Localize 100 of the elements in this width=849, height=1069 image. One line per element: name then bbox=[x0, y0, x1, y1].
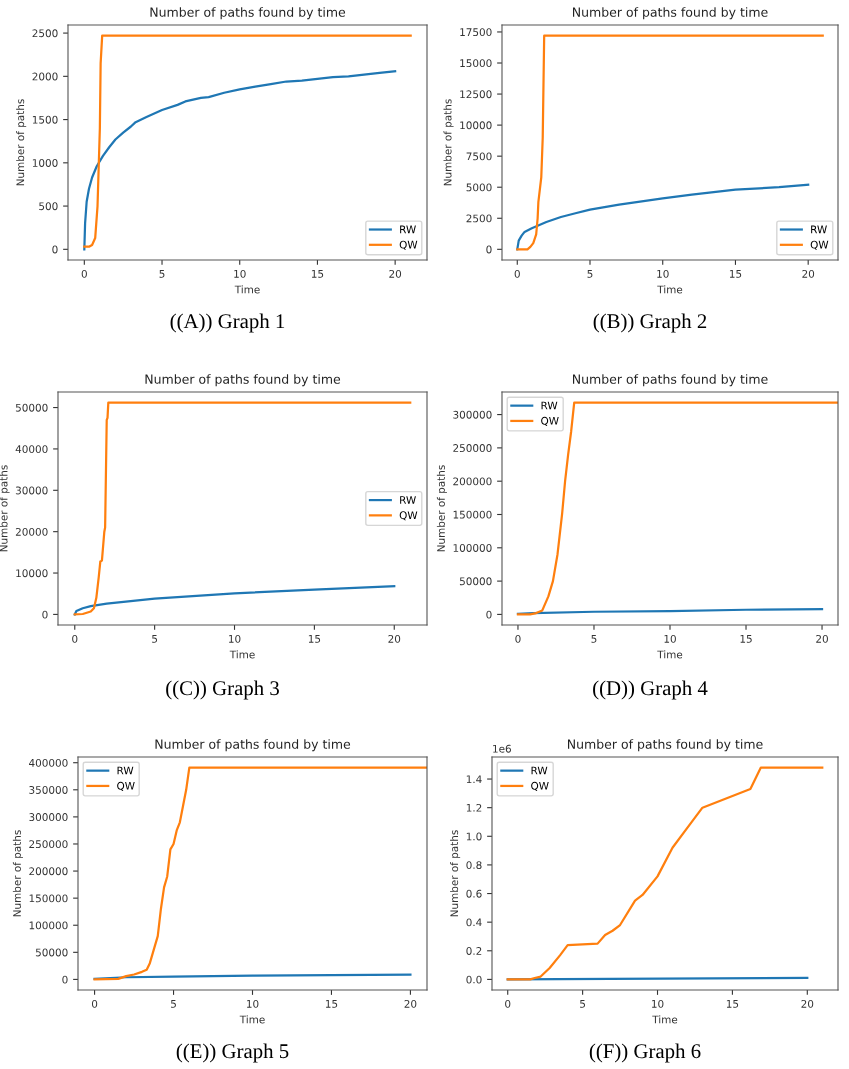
y-tick-label: 0.8 bbox=[466, 861, 482, 870]
x-tick-label: 10 bbox=[247, 999, 259, 1008]
y-axis-title: Number of paths bbox=[16, 99, 27, 186]
chart-title: Number of paths found by time bbox=[145, 374, 341, 387]
y-tick-label: 0 bbox=[486, 610, 492, 619]
x-axis-title: Time bbox=[229, 650, 255, 659]
y-tick-label: 30000 bbox=[15, 486, 48, 495]
x-tick-label: 15 bbox=[726, 1000, 739, 1008]
x-tick-label: 15 bbox=[740, 635, 752, 643]
x-tick-label: 0 bbox=[72, 634, 78, 643]
y-tick-label: 0.2 bbox=[466, 947, 482, 955]
legend-label: QW bbox=[399, 240, 418, 250]
y-tick-label: 7500 bbox=[466, 152, 492, 161]
x-tick-label: 20 bbox=[816, 634, 828, 643]
x-tick-label: 5 bbox=[152, 635, 158, 643]
y-tick-label: 2000 bbox=[32, 72, 58, 81]
y-tick-label: 1000 bbox=[32, 159, 58, 167]
x-tick-label: 10 bbox=[652, 999, 664, 1008]
y-tick-label: 200000 bbox=[29, 867, 68, 876]
x-tick-label: 20 bbox=[389, 269, 402, 278]
line-series bbox=[506, 766, 824, 981]
x-tick-label: 15 bbox=[325, 1000, 338, 1008]
legend-label: RW bbox=[811, 225, 827, 234]
y-tick-label: 1500 bbox=[32, 115, 58, 124]
legend-label: QW bbox=[810, 240, 829, 250]
x-tick-label: 10 bbox=[229, 634, 241, 643]
line-series bbox=[516, 401, 838, 616]
y-tick-label: 250000 bbox=[453, 444, 492, 452]
y-tick-label: 300000 bbox=[29, 813, 68, 821]
chart-title: Number of paths found by time bbox=[568, 739, 763, 752]
x-tick-label: 10 bbox=[664, 634, 676, 643]
x-tick-label: 10 bbox=[234, 269, 246, 278]
legend-label: RW bbox=[400, 496, 416, 504]
line-series bbox=[516, 183, 810, 251]
y-tick-label: 2500 bbox=[32, 29, 58, 38]
legend-label: QW bbox=[399, 511, 418, 521]
x-tick-label: 0 bbox=[91, 999, 98, 1008]
line-series bbox=[73, 585, 396, 616]
x-axis-title: Time bbox=[239, 1015, 265, 1024]
x-tick-label: 20 bbox=[388, 634, 401, 643]
x-axis-title: Time bbox=[657, 285, 683, 294]
legend-label: QW bbox=[541, 416, 559, 426]
x-tick-label: 0 bbox=[514, 269, 520, 278]
legend-label: RW bbox=[117, 766, 134, 775]
y-tick-label: 15000 bbox=[460, 59, 492, 68]
y-tick-label: 0.0 bbox=[466, 975, 482, 984]
x-axis-title: Time bbox=[657, 650, 683, 659]
y-tick-label: 17500 bbox=[460, 28, 492, 37]
y-tick-label: 0.4 bbox=[466, 918, 482, 927]
x-tick-label: 15 bbox=[308, 635, 321, 643]
y-tick-label: 300000 bbox=[453, 410, 492, 419]
y-tick-label: 20000 bbox=[15, 527, 48, 536]
text: ((F)) Graph 6 bbox=[589, 1043, 701, 1063]
y-tick-label: 10000 bbox=[16, 569, 48, 578]
y-tick-label: 400000 bbox=[29, 758, 68, 767]
y-axis-title: Number of paths bbox=[12, 830, 23, 917]
line-series bbox=[83, 70, 397, 251]
y-tick-label: 0 bbox=[486, 245, 492, 254]
x-tick-label: 5 bbox=[587, 270, 593, 278]
chart-title: Number of paths found by time bbox=[150, 7, 346, 20]
y-tick-label: 0 bbox=[62, 975, 68, 984]
y-tick-label: 250000 bbox=[29, 840, 68, 849]
y-tick-label: 150000 bbox=[453, 510, 492, 519]
x-tick-label: 15 bbox=[729, 270, 742, 278]
y-tick-label: 200000 bbox=[453, 477, 492, 486]
x-tick-label: 15 bbox=[311, 270, 324, 278]
y-tick-label: 100000 bbox=[29, 921, 68, 930]
y-tick-label: 100000 bbox=[453, 544, 492, 552]
y-tick-label: 1.0 bbox=[466, 832, 482, 841]
y-axis-title: Number of paths bbox=[0, 465, 10, 552]
y-tick-label: 50000 bbox=[35, 948, 68, 957]
text: ((E)) Graph 5 bbox=[176, 1043, 289, 1063]
y-tick-label: 0 bbox=[42, 610, 48, 619]
chart-title: Number of paths found by time bbox=[573, 374, 768, 387]
y-tick-label: 1.2 bbox=[466, 803, 482, 812]
y-axis-title: Number of paths bbox=[450, 830, 461, 917]
y-tick-label: 12500 bbox=[460, 90, 492, 99]
x-tick-label: 5 bbox=[591, 635, 597, 643]
y-tick-label: 0.6 bbox=[466, 889, 482, 898]
line-series bbox=[93, 766, 427, 981]
x-axis-title: Time bbox=[234, 285, 260, 294]
y-tick-label: 50000 bbox=[15, 403, 48, 412]
legend-label: RW bbox=[541, 401, 558, 410]
y-tick-label: 10000 bbox=[460, 121, 492, 130]
y-tick-label: 500 bbox=[39, 202, 58, 211]
y-tick-label: 150000 bbox=[29, 894, 68, 903]
y-tick-label: 50000 bbox=[459, 577, 492, 586]
y-tick-label: 1.4 bbox=[466, 775, 482, 783]
chart-title: Number of paths found by time bbox=[155, 739, 351, 752]
y-tick-label: 350000 bbox=[29, 786, 68, 794]
legend-label: RW bbox=[531, 766, 548, 775]
chart-title: Number of paths found by time bbox=[573, 7, 768, 20]
y-axis-title: Number of paths bbox=[436, 465, 447, 552]
x-tick-label: 5 bbox=[580, 1000, 586, 1008]
text: ((B)) Graph 2 bbox=[593, 313, 707, 333]
text: ((C)) Graph 3 bbox=[166, 680, 279, 700]
x-tick-label: 5 bbox=[171, 1000, 176, 1008]
x-tick-label: 5 bbox=[159, 270, 165, 278]
y-tick-label: 0 bbox=[52, 245, 58, 254]
legend-label: QW bbox=[531, 781, 549, 791]
